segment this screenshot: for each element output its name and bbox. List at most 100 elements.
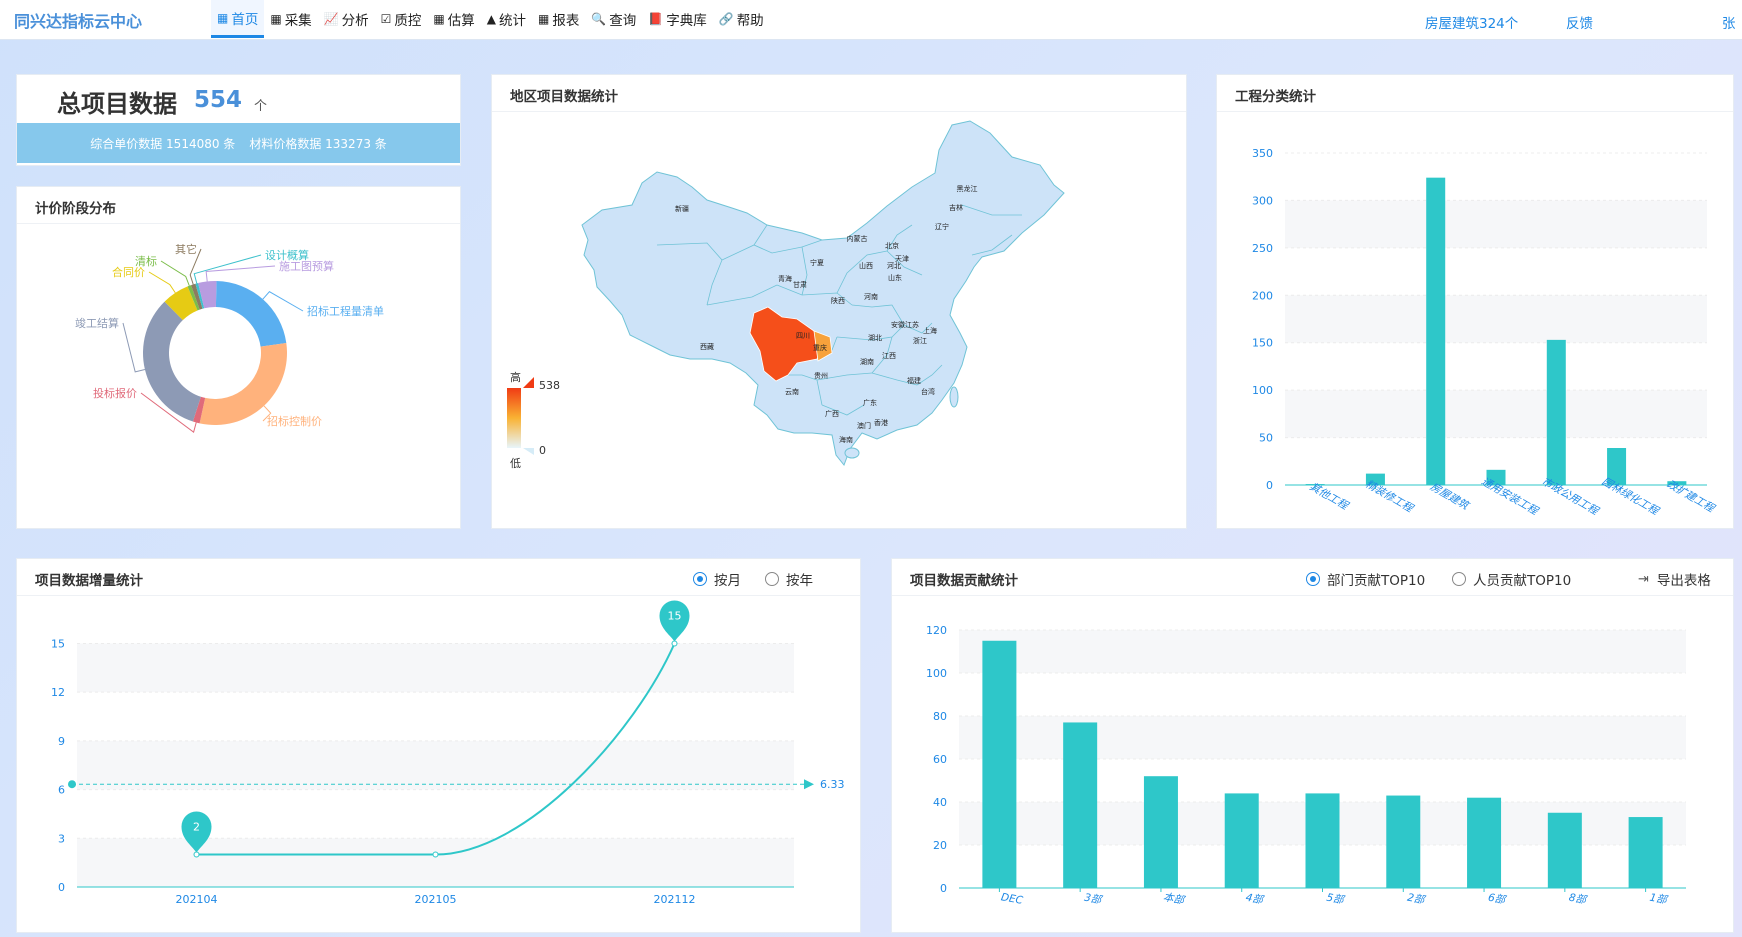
app-logo: 同兴达指标云中心: [14, 12, 143, 31]
map-label-16: 安徽: [891, 320, 905, 329]
map-province-hainan[interactable]: [844, 447, 860, 459]
bar-3[interactable]: [1486, 469, 1506, 485]
total-count: 554: [194, 87, 243, 113]
pie-leader-1: [262, 405, 272, 422]
map-label-27: 台湾: [921, 387, 935, 396]
project-count-link[interactable]: 房屋建筑324个: [1425, 16, 1519, 32]
growth-point-2[interactable]: [671, 640, 678, 647]
growth-point-1[interactable]: [432, 851, 439, 858]
max-marker-pin[interactable]: [659, 600, 690, 642]
grid-band-3: [1285, 295, 1707, 343]
bar-5[interactable]: [1607, 448, 1627, 485]
bar-4[interactable]: [1546, 339, 1566, 485]
map-border-17: [821, 404, 865, 416]
bar-3[interactable]: [1224, 793, 1259, 888]
map-province-sichuan[interactable]: [749, 306, 825, 382]
map-label-3: 甘肃: [793, 280, 807, 289]
pie-slice-3[interactable]: [142, 301, 201, 422]
radio-by-year-dot[interactable]: [765, 572, 779, 586]
map-province-taiwan[interactable]: [949, 386, 959, 408]
nav-item-4[interactable]: ▦ 估算: [427, 0, 480, 38]
x-label-0: 其他工程: [1307, 481, 1351, 513]
map-label-12: 河南: [864, 292, 878, 301]
growth-point-0[interactable]: [193, 851, 200, 858]
bar-8[interactable]: [1628, 817, 1663, 888]
bar-0[interactable]: [982, 640, 1017, 888]
export-icon: ⇥: [1638, 571, 1649, 587]
nav-item-1[interactable]: ▦ 采集: [264, 0, 317, 38]
bar-1[interactable]: [1063, 722, 1098, 888]
radio-person-top10[interactable]: 人员贡献TOP10: [1452, 569, 1571, 589]
export-table-button[interactable]: ⇥ 导出表格: [1638, 569, 1711, 590]
bar-1[interactable]: [1365, 473, 1385, 485]
bar-6[interactable]: [1667, 481, 1687, 485]
map-scale-handle-high[interactable]: [523, 377, 534, 388]
nav-icon-4: ▦: [433, 12, 445, 26]
user-name[interactable]: 张: [1722, 16, 1736, 32]
y-tick-0: 0: [1266, 479, 1273, 492]
pie-slice-5[interactable]: [187, 285, 200, 311]
pie-slice-1[interactable]: [199, 343, 287, 425]
x-label-3: 4部: [1245, 892, 1265, 907]
bar-2[interactable]: [1426, 177, 1446, 486]
map-label-21: 湖南: [860, 357, 874, 366]
feedback-link[interactable]: 反馈: [1566, 16, 1593, 32]
nav-label-0: 首页: [231, 11, 259, 28]
pie-label-2: 投标报价: [93, 386, 137, 400]
nav-item-3[interactable]: ☑ 质控: [375, 0, 428, 38]
pie-slice-0[interactable]: [215, 281, 287, 347]
growth-line-chart: 0 3 6 9 12 15 202104 202105 202112 6.33 15 2: [51, 600, 845, 906]
pie-label-8: 施工图预算: [279, 259, 334, 273]
pie-slice-2[interactable]: [192, 396, 206, 424]
nav-icon-1: ▦: [270, 12, 282, 26]
radio-dept-top10-dot[interactable]: [1306, 572, 1320, 586]
map-label-7: 山西: [859, 261, 873, 270]
bar-2[interactable]: [1143, 776, 1178, 888]
x-label-5: 园林绿化工程: [1600, 475, 1662, 518]
average-line-start: [68, 780, 76, 789]
map-scale-handle-low[interactable]: [523, 448, 534, 455]
nav-item-5[interactable]: ▲ 统计: [481, 0, 532, 38]
radio-by-year[interactable]: 按年: [765, 569, 813, 589]
category-bar-chart: 0 50 100 150 200 250 300 350 其他工程 精装修工程 房屋建筑 通用安装工程…: [1252, 147, 1717, 518]
nav-item-2[interactable]: 📈 分析: [318, 0, 375, 38]
map-province-chongqing[interactable]: [813, 330, 833, 362]
nav-item-6[interactable]: ▦ 报表: [532, 0, 585, 38]
y-tick-2: 40: [933, 796, 947, 809]
pie-label-4: 合同价: [112, 265, 145, 279]
map-scale-high-label: 高: [510, 370, 521, 384]
pie-slice-4[interactable]: [164, 286, 198, 321]
nav-item-9[interactable]: 🔗 帮助: [713, 0, 770, 38]
map-label-24: 广西: [825, 409, 839, 418]
bar-6[interactable]: [1467, 797, 1502, 888]
pie-slice-8[interactable]: [198, 281, 217, 309]
map-border-21: [753, 224, 768, 246]
y-tick-6: 300: [1252, 194, 1273, 207]
min-marker-label: 2: [193, 821, 200, 834]
bar-0[interactable]: [1305, 484, 1325, 485]
nav-item-0[interactable]: ▦ 首页: [211, 0, 265, 38]
nav-item-7[interactable]: 🔍 查询: [585, 0, 642, 38]
pie-slice-6[interactable]: [191, 283, 203, 310]
growth-series-line: [196, 643, 676, 856]
nav-icon-5: ▲: [486, 12, 496, 26]
min-marker-pin[interactable]: [181, 811, 212, 853]
pie-leader-6: [189, 248, 202, 285]
radio-by-month-dot[interactable]: [693, 572, 707, 586]
grid-band-5: [959, 630, 1686, 673]
pie-leader-8: [205, 265, 276, 282]
radio-by-month[interactable]: 按月: [693, 569, 741, 589]
pie-slice-7[interactable]: [195, 283, 205, 309]
nav-item-8[interactable]: 📕 字典库: [642, 0, 712, 38]
bar-7[interactable]: [1547, 812, 1582, 888]
y-tick-3: 150: [1252, 337, 1273, 350]
radio-dept-top10[interactable]: 部门贡献TOP10: [1306, 569, 1425, 589]
radio-person-top10-label: 人员贡献TOP10: [1473, 573, 1572, 589]
radio-person-top10-dot[interactable]: [1452, 572, 1466, 586]
map-label-2: 青海: [778, 274, 792, 283]
bar-4[interactable]: [1305, 793, 1340, 888]
map-label-20: 江西: [882, 352, 896, 360]
bar-5[interactable]: [1386, 795, 1421, 888]
contribution-panel: 项目数据贡献统计 部门贡献TOP10 人员贡献TOP10 ⇥ 导出表格 0 20 40…: [891, 558, 1734, 933]
